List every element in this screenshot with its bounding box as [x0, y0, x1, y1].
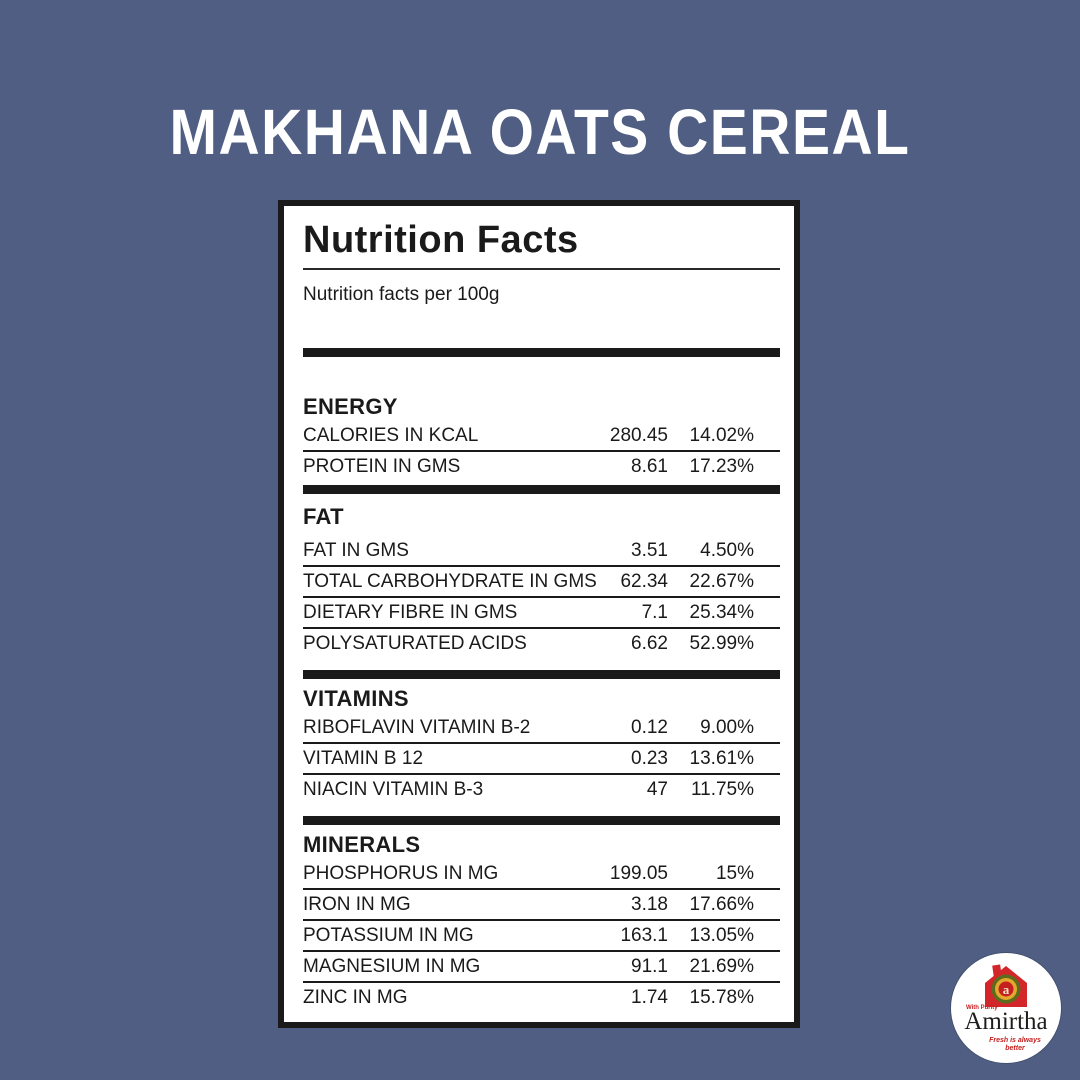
nutrient-value: 0.23 — [631, 748, 668, 769]
nutrient-name: MAGNESIUM IN MG — [303, 956, 481, 977]
nutrient-value: 8.61 — [631, 456, 668, 477]
nutrient-value: 3.18 — [631, 894, 668, 915]
nutrient-percent: 4.50% — [700, 540, 754, 561]
house-swirl-icon: a — [985, 964, 1027, 1007]
nutrient-row: NIACIN VITAMIN B-3 47 11.75% — [303, 775, 780, 804]
nutrition-facts-panel: Nutrition Facts Nutrition facts per 100g… — [278, 200, 800, 1028]
nutrient-name: IRON IN MG — [303, 894, 411, 915]
nutrient-value: 6.62 — [631, 633, 668, 654]
nutrient-name: RIBOFLAVIN VITAMIN B-2 — [303, 717, 531, 738]
section-divider-bar — [303, 348, 780, 357]
nutrient-value: 7.1 — [641, 602, 668, 623]
nutrient-name: PHOSPHORUS IN MG — [303, 863, 499, 884]
nutrient-row: VITAMIN B 12 0.23 13.61% — [303, 744, 780, 775]
nutrient-row: RIBOFLAVIN VITAMIN B-2 0.12 9.00% — [303, 713, 780, 744]
page-title: MAKHANA OATS CEREAL — [169, 97, 911, 169]
nutrient-value: 91.1 — [631, 956, 668, 977]
nutrient-row: CALORIES IN KCAL 280.45 14.02% — [303, 421, 780, 452]
nutrient-percent: 15% — [715, 863, 754, 884]
nutrient-percent: 13.61% — [689, 748, 754, 769]
nutrient-percent: 15.78% — [689, 987, 754, 1008]
nutrient-value: 62.34 — [620, 571, 668, 592]
serving-info: Nutrition facts per 100g — [303, 284, 500, 305]
nutrient-name: NIACIN VITAMIN B-3 — [303, 779, 484, 800]
nutrient-row: POTASSIUM IN MG 163.1 13.05% — [303, 921, 780, 952]
nutrient-percent: 52.99% — [689, 633, 754, 654]
heading-divider — [303, 268, 780, 270]
nutrient-value: 199.05 — [609, 863, 668, 884]
nutrient-name: CALORIES IN KCAL — [303, 425, 479, 446]
nutrient-percent: 9.00% — [700, 717, 754, 738]
section-divider-bar — [303, 816, 780, 825]
nutrient-row: FAT IN GMS 3.51 4.50% — [303, 536, 780, 567]
section-title-fat: FAT — [303, 504, 344, 529]
brand-micro-text: With Purity — [966, 1005, 998, 1011]
nutrient-row: IRON IN MG 3.18 17.66% — [303, 890, 780, 921]
nutrient-name: PROTEIN IN GMS — [303, 456, 461, 477]
nutrient-row: MAGNESIUM IN MG 91.1 21.69% — [303, 952, 780, 983]
nutrient-value: 0.12 — [631, 717, 668, 738]
section-title-vitamins: VITAMINS — [303, 686, 409, 711]
nutrient-percent: 17.66% — [689, 894, 754, 915]
nutrient-percent: 22.67% — [689, 571, 754, 592]
section-divider-bar — [303, 485, 780, 494]
nutrient-name: FAT IN GMS — [303, 540, 409, 561]
nutrient-row: POLYSATURATED ACIDS 6.62 52.99% — [303, 629, 780, 658]
svg-text:a: a — [1003, 982, 1010, 997]
nutrient-row: ZINC IN MG 1.74 15.78% — [303, 983, 780, 1012]
nutrient-name: VITAMIN B 12 — [303, 748, 424, 769]
nutrient-name: DIETARY FIBRE IN GMS — [303, 602, 518, 623]
nutrient-percent: 11.75% — [690, 779, 754, 800]
nutrient-row: PHOSPHORUS IN MG 199.05 15% — [303, 859, 780, 890]
section-divider-bar — [303, 670, 780, 679]
nutrient-row: TOTAL CARBOHYDRATE IN GMS 62.34 22.67% — [303, 567, 780, 598]
section-title-minerals: MINERALS — [303, 832, 421, 857]
nutrient-value: 47 — [646, 779, 668, 800]
nutrient-value: 1.74 — [631, 987, 668, 1008]
nutrition-facts-heading: Nutrition Facts — [303, 219, 579, 261]
section-title-energy: ENERGY — [303, 394, 398, 419]
nutrient-percent: 21.69% — [689, 956, 754, 977]
nutrient-value: 3.51 — [631, 540, 668, 561]
brand-tagline: Fresh is always better — [989, 1037, 1041, 1052]
nutrient-name: TOTAL CARBOHYDRATE IN GMS — [303, 571, 597, 592]
nutrient-value: 163.1 — [620, 925, 668, 946]
nutrient-row: DIETARY FIBRE IN GMS 7.1 25.34% — [303, 598, 780, 629]
nutrient-percent: 17.23% — [689, 456, 754, 477]
nutrient-name: ZINC IN MG — [303, 987, 408, 1008]
nutrient-row: PROTEIN IN GMS 8.61 17.23% — [303, 452, 780, 481]
brand-name: Amirtha — [964, 1008, 1048, 1035]
nutrient-percent: 14.02% — [689, 425, 754, 446]
nutrient-percent: 13.05% — [689, 925, 754, 946]
nutrient-name: POTASSIUM IN MG — [303, 925, 474, 946]
nutrient-percent: 25.34% — [689, 602, 754, 623]
brand-logo: a Amirtha With Purity Fresh is always be… — [951, 953, 1061, 1063]
nutrient-name: POLYSATURATED ACIDS — [303, 633, 527, 654]
nutrient-value: 280.45 — [609, 425, 668, 446]
